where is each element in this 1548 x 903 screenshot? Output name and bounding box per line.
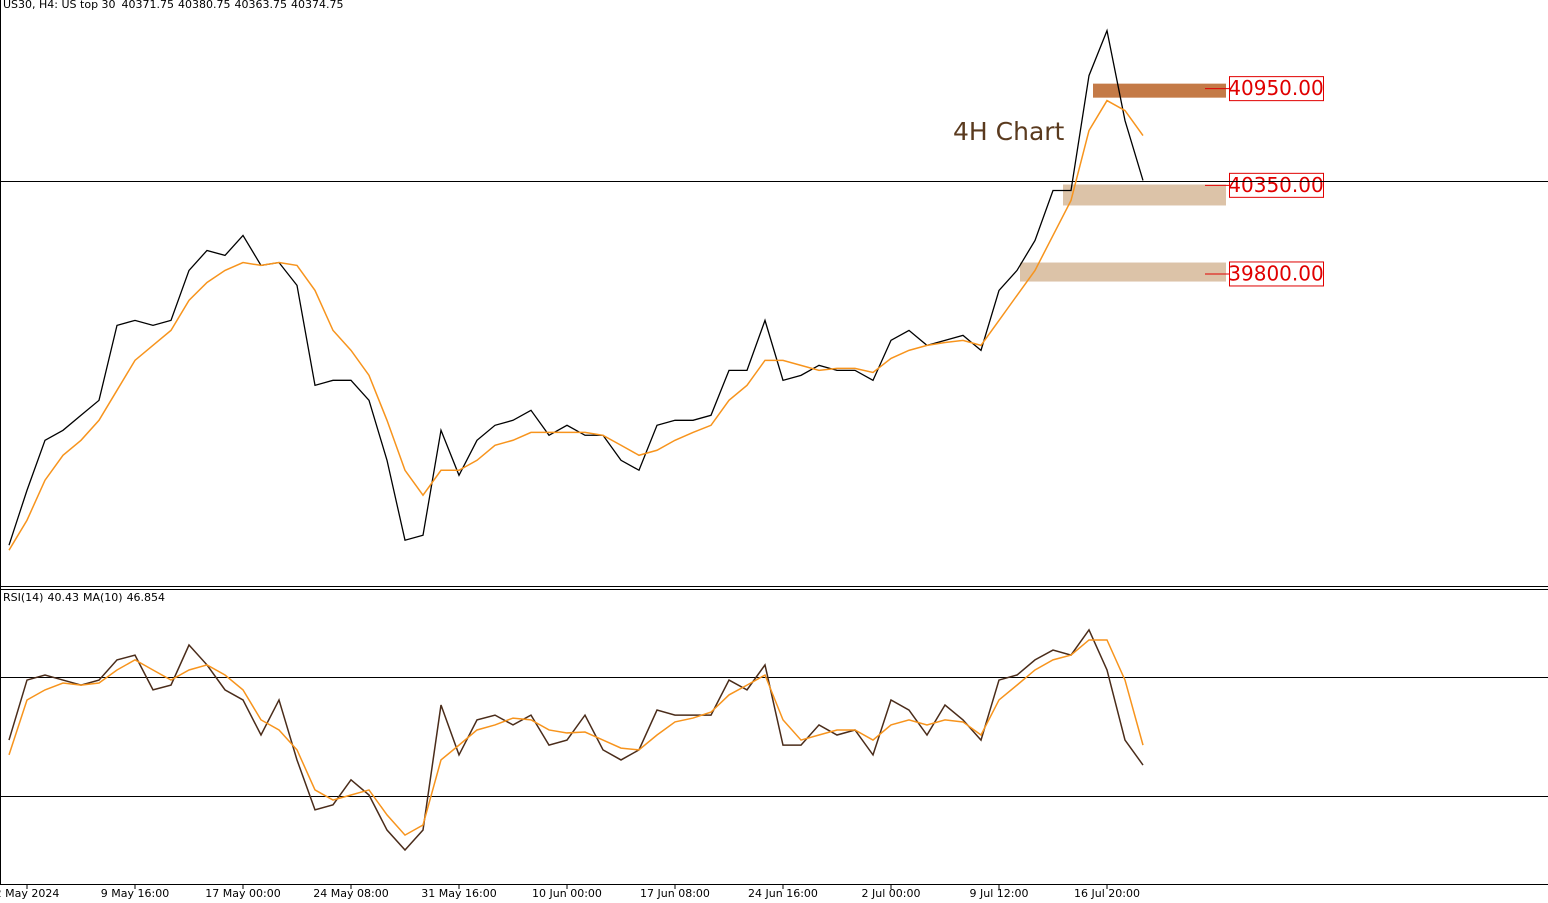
level-box	[1229, 76, 1324, 102]
chart-header: US30, H4: US top 30 40371.75 40380.75 40363…	[3, 0, 344, 11]
level-label: 40350.00	[1228, 173, 1323, 197]
rsi-ma-value: 46.854	[127, 591, 166, 604]
rsi-name: RSI(14)	[3, 591, 43, 604]
x-tick-label: 10 Jun 00:00	[532, 887, 602, 900]
symbol: US30, H4: US top 30	[3, 0, 116, 11]
rsi-ma-name: MA(10)	[83, 591, 123, 604]
price-line	[8, 28, 1144, 546]
zone	[1063, 184, 1226, 206]
rsi-ma-line	[8, 639, 1144, 837]
level-box	[1229, 261, 1324, 287]
x-tick-label: 24 Jun 16:00	[748, 887, 818, 900]
annotation: 4H Chart	[953, 117, 1065, 146]
zone	[1020, 262, 1226, 282]
x-tick-label: 17 Jun 08:00	[640, 887, 710, 900]
x-tick-label: 16 Jul 20:00	[1074, 887, 1140, 900]
rsi-value: 40.43	[47, 591, 79, 604]
zone	[1093, 83, 1226, 98]
x-tick-label: 17 May 00:00	[205, 887, 280, 900]
level-box	[1229, 172, 1324, 198]
x-tick-label: 24 May 08:00	[313, 887, 388, 900]
rsi-header: RSI(14) 40.43 MA(10) 46.854	[3, 591, 165, 604]
x-tick-label: 2 May 2024	[0, 887, 59, 900]
rsi-line	[8, 628, 1144, 852]
ohlc-value: 40374.75	[291, 0, 344, 11]
ohlc-value: 40363.75	[235, 0, 288, 11]
ma-line	[8, 99, 1144, 551]
x-tick-label: 2 Jul 00:00	[862, 887, 921, 900]
x-tick-label: 9 Jul 12:00	[970, 887, 1029, 900]
ohlc-value: 40380.75	[178, 0, 231, 11]
level-label: 39800.00	[1228, 261, 1323, 285]
x-tick-label: 9 May 16:00	[101, 887, 169, 900]
ohlc-value: 40371.75	[122, 0, 175, 11]
x-tick-label: 31 May 16:00	[421, 887, 496, 900]
level-label: 40950.00	[1228, 76, 1323, 100]
